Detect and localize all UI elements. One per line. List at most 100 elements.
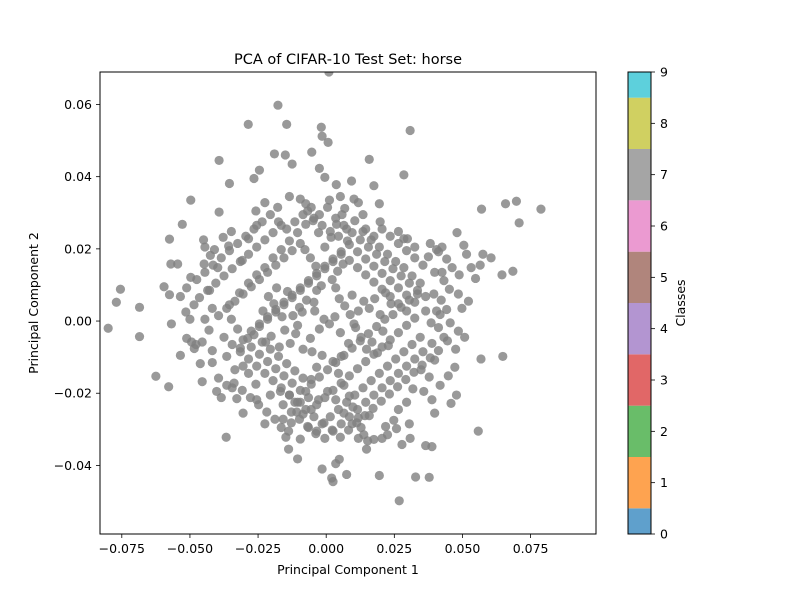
scatter-point	[381, 288, 391, 298]
scatter-point	[375, 217, 385, 227]
scatter-point	[355, 235, 365, 245]
scatter-point	[134, 302, 145, 312]
scatter-point	[473, 426, 483, 436]
scatter-point	[426, 318, 436, 328]
scatter-point	[232, 394, 242, 404]
scatter-point	[301, 404, 311, 415]
scatter-point	[366, 376, 376, 386]
y-tick-label: 0.06	[64, 97, 92, 112]
scatter-point	[254, 165, 265, 175]
scatter-point	[356, 332, 366, 342]
scatter-point	[421, 291, 431, 302]
scatter-point	[166, 259, 176, 269]
scatter-point	[235, 256, 245, 267]
scatter-point	[417, 360, 427, 370]
scatter-point	[393, 238, 404, 249]
scatter-point	[273, 351, 284, 362]
scatter-point	[298, 344, 308, 354]
scatter-point	[401, 246, 412, 256]
scatter-point	[189, 300, 199, 310]
scatter-point	[207, 357, 217, 368]
x-tick-label: −0.050	[167, 541, 213, 556]
scatter-point	[352, 263, 363, 273]
scatter-point	[374, 368, 384, 378]
scatter-point	[435, 309, 445, 320]
scatter-point	[317, 131, 327, 141]
scatter-point	[226, 314, 236, 324]
scatter-point	[463, 296, 474, 306]
scatter-point	[407, 339, 417, 350]
scatter-point	[317, 350, 327, 360]
colorbar-segment	[628, 97, 651, 149]
scatter-point	[324, 72, 334, 77]
scatter-point	[251, 206, 261, 216]
scatter-point	[377, 224, 387, 234]
scatter-point	[288, 311, 298, 321]
scatter-point	[298, 373, 308, 383]
scatter-point	[219, 332, 229, 342]
scatter-point	[243, 119, 253, 129]
scatter-point	[372, 249, 382, 259]
scatter-point	[205, 250, 215, 260]
scatter-point	[386, 299, 396, 309]
scatter-point	[466, 263, 476, 273]
scatter-point	[238, 361, 248, 371]
scatter-point	[310, 306, 320, 316]
scatter-point	[453, 289, 463, 299]
scatter-point	[276, 383, 286, 393]
scatter-point	[292, 454, 303, 464]
scatter-point	[221, 432, 231, 442]
scatter-point	[224, 178, 235, 189]
scatter-point	[433, 322, 444, 333]
colorbar-tick-label: 7	[660, 167, 668, 182]
scatter-point	[200, 267, 210, 277]
scatter-point	[442, 254, 452, 264]
scatter-point	[352, 247, 363, 257]
scatter-point	[360, 411, 370, 421]
scatter-point	[425, 353, 435, 363]
y-tick-label: −0.04	[54, 458, 92, 473]
scatter-point	[312, 400, 322, 410]
scatter-point	[376, 396, 386, 406]
scatter-point	[200, 314, 210, 324]
scatter-point	[219, 271, 229, 281]
scatter-point	[333, 368, 344, 378]
scatter-point	[307, 147, 317, 157]
scatter-point	[230, 296, 240, 306]
scatter-point	[408, 384, 418, 394]
scatter-point	[285, 338, 295, 349]
scatter-point	[424, 472, 434, 482]
scatter-point	[377, 433, 387, 443]
scatter-point	[311, 429, 321, 439]
scatter-point	[265, 209, 275, 220]
scatter-point	[314, 372, 324, 382]
scatter-point	[361, 224, 371, 234]
scatter-point	[111, 297, 121, 307]
scatter-point	[271, 260, 281, 270]
scatter-point	[251, 379, 261, 389]
scatter-point	[344, 371, 354, 381]
y-tick-label: 0.02	[64, 241, 92, 256]
scatter-point	[393, 283, 404, 293]
scatter-point	[292, 320, 303, 330]
scatter-point	[445, 318, 455, 328]
scatter-point	[388, 309, 398, 320]
scatter-point	[301, 386, 311, 397]
scatter-point	[407, 271, 417, 281]
scatter-point	[476, 204, 487, 214]
scatter-point	[317, 220, 327, 230]
scatter-point	[470, 273, 481, 284]
scatter-point	[394, 496, 404, 506]
scatter-point	[452, 228, 462, 238]
scatter-point	[320, 172, 330, 182]
scatter-point	[476, 354, 486, 364]
scatter-point	[418, 260, 428, 270]
scatter-point	[307, 347, 317, 357]
scatter-point	[214, 155, 224, 166]
scatter-point	[322, 365, 333, 375]
scatter-point	[446, 398, 456, 408]
scatter-point	[401, 306, 412, 316]
scatter-point	[266, 331, 276, 341]
scatter-point	[207, 303, 217, 314]
